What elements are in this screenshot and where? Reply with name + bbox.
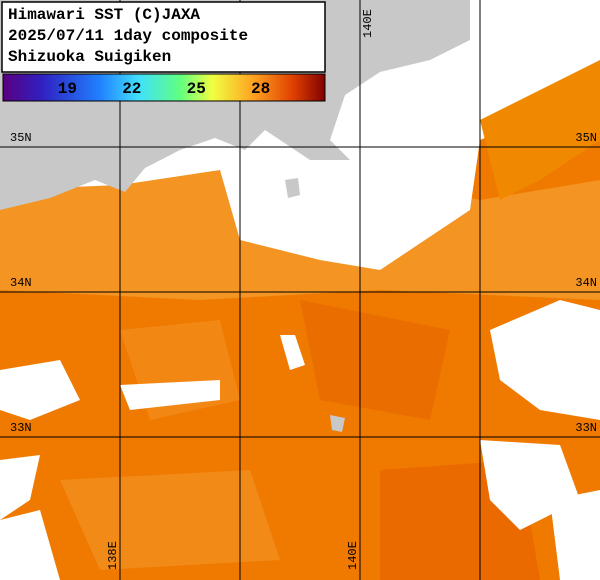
header-line: Shizuoka Suigiken xyxy=(8,48,171,66)
header-box xyxy=(1,1,326,73)
lon-label: 140E xyxy=(361,9,375,38)
colorbar-label: 25 xyxy=(187,80,206,98)
lat-label: 34N xyxy=(10,276,32,290)
lat-label: 34N xyxy=(575,276,597,290)
header-line: 2025/07/11 1day composite xyxy=(8,27,248,45)
header-line: Himawari SST (C)JAXA xyxy=(8,6,200,24)
lat-label: 33N xyxy=(10,421,32,435)
lat-label: 33N xyxy=(575,421,597,435)
colorbar-label: 22 xyxy=(122,80,141,98)
lon-label: 138E xyxy=(106,541,120,570)
lon-label: 140E xyxy=(346,541,360,570)
colorbar-label: 19 xyxy=(58,80,77,98)
lat-label: 35N xyxy=(10,131,32,145)
colorbar-labels: 19 22 25 28 xyxy=(58,80,270,98)
lat-label: 35N xyxy=(575,131,597,145)
colorbar xyxy=(2,73,326,102)
colorbar-label: 28 xyxy=(251,80,270,98)
